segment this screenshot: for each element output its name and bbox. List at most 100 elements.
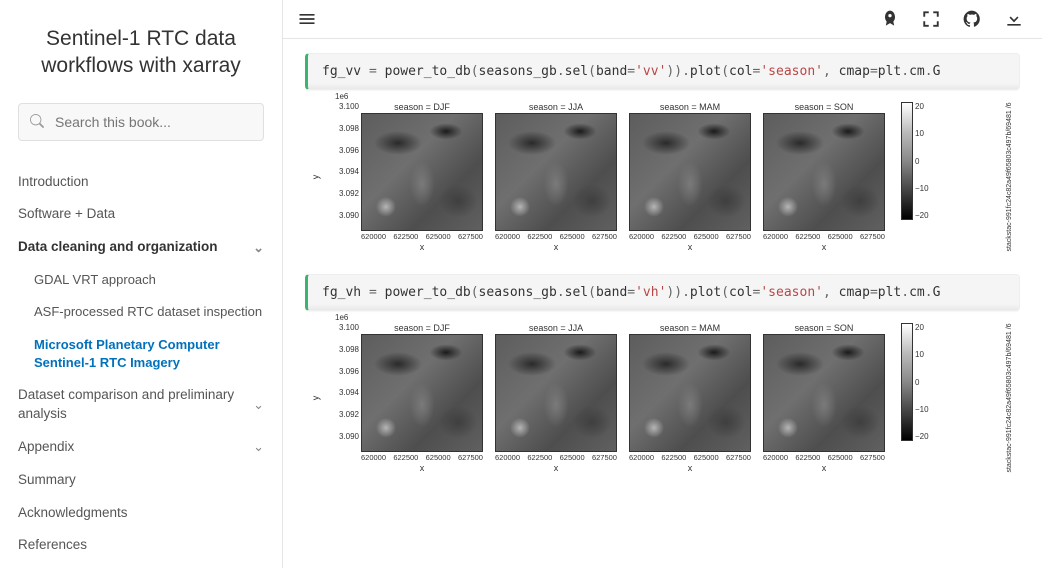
code-tok: band: [596, 285, 627, 300]
panel-title: season = SON: [763, 323, 885, 333]
colorbar-label: stackstac-991fc24c82a49f65803c497b/69481…: [1006, 323, 1013, 472]
colorbar-strip: [901, 102, 913, 220]
panel-image: [361, 113, 483, 231]
tick: 625000: [426, 453, 451, 462]
code-tok: cm: [909, 285, 925, 300]
nav-cleaning[interactable]: Data cleaning and organization ⌄: [0, 231, 282, 264]
x-axis-label: x: [361, 463, 483, 473]
code-tok: .: [901, 285, 909, 300]
nav-appendix[interactable]: Appendix ⌄: [0, 431, 282, 464]
code-tok: 'season': [760, 285, 823, 300]
code-tok: cmap: [839, 64, 870, 79]
code-tok: (: [588, 64, 596, 79]
panel-image: [763, 334, 885, 452]
tick: 3.100: [339, 323, 359, 332]
x-axis-label: x: [361, 242, 483, 252]
nav-label: Acknowledgments: [18, 504, 128, 523]
tick: 627500: [860, 453, 885, 462]
tick: 20: [915, 323, 929, 332]
search-wrap: [0, 98, 282, 161]
code-tok: seasons_gb: [479, 64, 557, 79]
nav-refs[interactable]: References: [0, 529, 282, 562]
tick: 3.098: [339, 345, 359, 354]
code-tok: 'vh': [635, 285, 666, 300]
tick: 620000: [629, 232, 654, 241]
github-icon[interactable]: [962, 9, 982, 29]
tick: 3.098: [339, 124, 359, 133]
code-tok: =: [627, 64, 635, 79]
colorbar-strip: [901, 323, 913, 441]
nav-label: Introduction: [18, 173, 89, 192]
fullscreen-icon[interactable]: [922, 10, 940, 28]
tick: 622500: [795, 453, 820, 462]
x-ticks: 620000622500625000627500: [629, 453, 751, 462]
code-tok: band: [596, 64, 627, 79]
nav-ack[interactable]: Acknowledgments: [0, 497, 282, 530]
tick: 625000: [560, 232, 585, 241]
code-tok: sel: [565, 64, 588, 79]
nav-dataset[interactable]: Dataset comparison and preliminary analy…: [0, 379, 282, 431]
code-tok: plt: [878, 64, 901, 79]
download-icon[interactable]: [1004, 9, 1024, 29]
rocket-icon[interactable]: [880, 9, 900, 29]
code-tok: plot: [690, 285, 721, 300]
chevron-down-icon[interactable]: ⌄: [253, 438, 264, 456]
x-ticks: 620000622500625000627500: [763, 453, 885, 462]
code-tok: cmap: [839, 285, 870, 300]
code-tok: 'vv': [635, 64, 666, 79]
code-tok: .: [682, 64, 690, 79]
code-tok: ,: [823, 64, 839, 79]
y-axis-label: y: [310, 175, 320, 180]
nav-intro[interactable]: Introduction: [0, 166, 282, 199]
nav-software[interactable]: Software + Data: [0, 198, 282, 231]
tick: 3.094: [339, 167, 359, 176]
code-tok: .: [901, 64, 909, 79]
panel-title: season = DJF: [361, 102, 483, 112]
y-exponent: 1e6: [335, 313, 348, 322]
panel-image: [629, 113, 751, 231]
tick: 622500: [661, 232, 686, 241]
menu-icon[interactable]: [297, 9, 317, 29]
code-tok: )): [666, 285, 682, 300]
tick: 625000: [828, 453, 853, 462]
tick: 622500: [527, 232, 552, 241]
panel-mam: season = MAM 620000622500625000627500 x: [629, 323, 751, 473]
tick: 620000: [763, 232, 788, 241]
tick: 3.090: [339, 432, 359, 441]
chevron-down-icon[interactable]: ⌄: [253, 239, 264, 257]
y-ticks: 3.100 3.098 3.096 3.094 3.092 3.090: [331, 102, 359, 220]
tick: 620000: [361, 453, 386, 462]
nav-label: Summary: [18, 471, 76, 490]
nav-label: ASF-processed RTC dataset inspection: [34, 303, 262, 321]
figure-vv: 1e6 y 3.100 3.098 3.096 3.094 3.092 3.09…: [311, 102, 1020, 252]
tick: 10: [915, 129, 929, 138]
nav-label: Dataset comparison and preliminary analy…: [18, 386, 253, 424]
nav-summary[interactable]: Summary: [0, 464, 282, 497]
nav-mpc[interactable]: Microsoft Planetary Computer Sentinel-1 …: [0, 329, 282, 379]
panel-son: season = SON 620000622500625000627500 x: [763, 102, 885, 252]
tick: 622500: [393, 232, 418, 241]
nav-label: References: [18, 536, 87, 555]
sidebar-title: Sentinel-1 RTC data workflows with xarra…: [0, 15, 282, 98]
code-tok: =: [870, 285, 878, 300]
chevron-down-icon[interactable]: ⌄: [253, 396, 264, 414]
nav-label: GDAL VRT approach: [34, 271, 156, 289]
code-tok: (: [471, 285, 479, 300]
code-tok: (: [721, 64, 729, 79]
panel-image: [495, 113, 617, 231]
nav-gdal[interactable]: GDAL VRT approach: [0, 264, 282, 296]
x-ticks: 620000622500625000627500: [763, 232, 885, 241]
search-input[interactable]: [18, 103, 264, 141]
nav-asf[interactable]: ASF-processed RTC dataset inspection: [0, 296, 282, 328]
code-tok: )): [666, 64, 682, 79]
code-tok: power_to_db: [385, 64, 471, 79]
tick: 627500: [860, 232, 885, 241]
panel-djf: season = DJF 620000622500625000627500 x: [361, 323, 483, 473]
x-axis-label: x: [495, 463, 617, 473]
tick: 625000: [694, 232, 719, 241]
code-tok: fg_vv: [322, 64, 361, 79]
code-tok: col: [729, 285, 752, 300]
colorbar-ticks: 20 10 0 −10 −20: [915, 323, 929, 441]
code-tok: =: [627, 285, 635, 300]
tick: 625000: [694, 453, 719, 462]
